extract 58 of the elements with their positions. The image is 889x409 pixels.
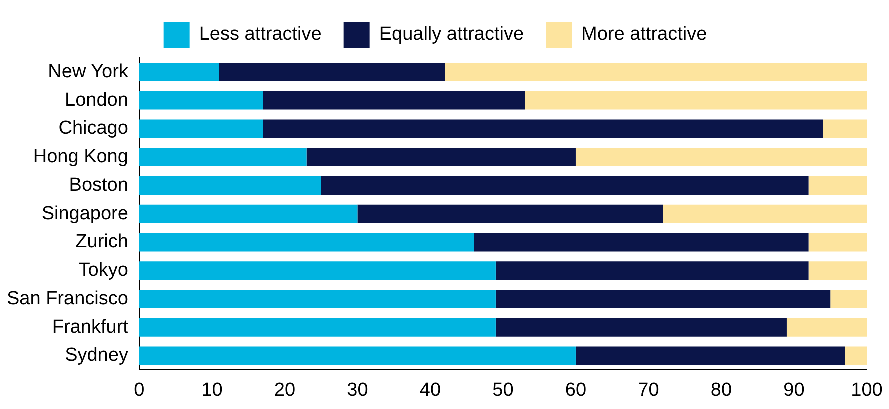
bar (576, 148, 867, 167)
bar (786, 318, 867, 337)
bar (808, 233, 867, 252)
bar (139, 262, 496, 280)
bar (445, 62, 867, 82)
legend-label: Less attractive (199, 24, 322, 46)
bar (139, 148, 307, 167)
bar (823, 120, 867, 138)
y-tick-label: Tokyo (78, 260, 128, 282)
bar (830, 290, 867, 308)
bar (474, 233, 809, 252)
x-tick-label: 70 (638, 380, 660, 401)
bar (845, 346, 867, 366)
y-tick-label: Frankfurt (52, 316, 130, 338)
bar (808, 176, 867, 195)
bar (139, 62, 220, 82)
x-tick-label: 50 (492, 380, 514, 401)
legend-label: More attractive (582, 24, 708, 46)
x-tick-label: 20 (274, 380, 296, 401)
bar (321, 176, 809, 195)
x-tick-label: 30 (347, 380, 368, 401)
bar (525, 91, 867, 110)
x-tick-label: 40 (420, 380, 442, 401)
bar (496, 262, 809, 280)
bar (306, 148, 576, 167)
y-tick-label: London (65, 90, 128, 111)
bar (576, 346, 846, 366)
bar (139, 91, 264, 110)
bar (139, 233, 474, 252)
y-tick-label: Singapore (42, 203, 128, 224)
y-tick-label: Zurich (76, 232, 128, 253)
bar (263, 91, 526, 110)
y-tick-label: New York (48, 61, 129, 82)
x-tick-label: 80 (710, 380, 732, 401)
bar (139, 204, 358, 224)
bar (663, 204, 867, 224)
y-tick-label: Boston (69, 174, 128, 196)
bar (139, 176, 322, 195)
bar (219, 62, 446, 82)
bar (139, 120, 264, 138)
bar (358, 204, 664, 224)
x-tick-label: 90 (784, 380, 805, 401)
y-tick-label: Sydney (65, 345, 129, 366)
bar (263, 120, 824, 138)
x-tick-label: 60 (565, 380, 587, 401)
bar (139, 318, 496, 337)
y-tick-label: San Francisco (6, 288, 128, 310)
bar (139, 290, 496, 308)
y-tick-label: Hong Kong (33, 146, 128, 168)
bar (496, 318, 787, 337)
bar (808, 262, 867, 280)
x-tick-label: 0 (134, 380, 145, 401)
legend-label: Equally attractive (379, 24, 524, 46)
y-tick-label: Chicago (58, 118, 128, 140)
x-tick-label: 10 (202, 380, 223, 401)
bar (139, 346, 576, 366)
bar (496, 290, 831, 308)
x-tick-label: 100 (851, 380, 883, 401)
